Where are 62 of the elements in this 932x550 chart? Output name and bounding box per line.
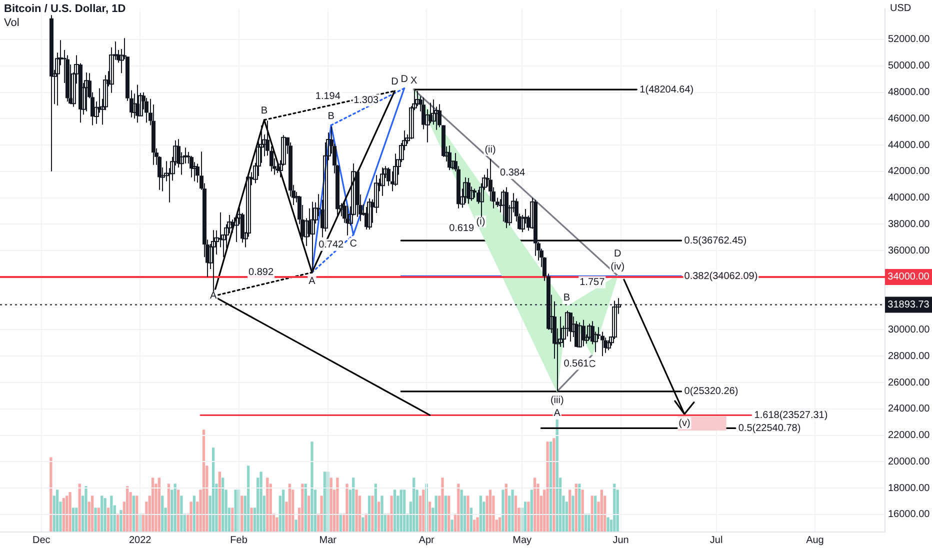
x-tick-label: Jun [612, 534, 629, 546]
annotation: 0.5(36762.45) [684, 235, 747, 246]
y-tick-label: 52000.00 [888, 34, 930, 46]
y-tick-label: 42000.00 [888, 166, 930, 178]
annotation: 0.742 [318, 240, 344, 251]
x-tick-label: May [512, 534, 532, 546]
y-tick-label: 30000.00 [888, 324, 930, 336]
y-tick-label: 28000.00 [888, 350, 930, 362]
text: Vol [4, 17, 20, 29]
y-tick-label: 48000.00 [888, 87, 930, 98]
x-tick-label: Aug [806, 534, 824, 546]
x-tick-label: Dec [32, 534, 50, 546]
annotation: 0.5(22540.78) [738, 422, 801, 434]
annotation: X [410, 75, 418, 86]
annotation: (iii) [550, 395, 564, 406]
annotation: A [210, 290, 217, 302]
annotation: (iv) [610, 261, 625, 272]
annotation: 1.303 [354, 95, 380, 106]
y-tick-label: 18000.00 [888, 482, 930, 494]
annotation: 1.194 [315, 91, 341, 102]
annotation: D [400, 74, 408, 86]
y-tick-label: 36000.00 [888, 245, 930, 256]
annotation: 0.384 [500, 168, 526, 179]
x-tick-label: Jul [710, 534, 723, 546]
annotation: 1.618(23527.31) [754, 410, 828, 421]
annotation: (ii) [484, 144, 496, 156]
x-tick-label: 2022 [128, 534, 152, 546]
annotation: C [588, 358, 596, 370]
annotation: A [308, 276, 316, 288]
annotation: C [350, 238, 357, 250]
y-tick-label: 22000.00 [888, 430, 930, 442]
y-axis-title: USD [890, 3, 912, 14]
ref-line-label: 31893.73 [888, 300, 930, 311]
annotation: 0.892 [248, 267, 274, 278]
x-tick-label: Feb [230, 534, 248, 546]
x-tick-label: Mar [319, 534, 338, 546]
annotation: 0.619 [449, 223, 475, 234]
annotation: 0.561 [564, 358, 590, 370]
annotation: B [563, 292, 570, 304]
annotation: 0.382(34062.09) [684, 270, 758, 282]
y-tick-label: 40000.00 [888, 192, 930, 204]
y-tick-label: 24000.00 [888, 404, 930, 415]
annotation: B [260, 106, 268, 117]
y-tick-label: 16000.00 [888, 509, 930, 520]
y-tick-label: 44000.00 [888, 140, 930, 151]
x-tick-label: Apr [418, 534, 436, 546]
annotation: (v) [678, 418, 690, 429]
annotation: 1(48204.64) [640, 84, 694, 96]
annotation: 1.757 [580, 277, 606, 288]
annotation: A [554, 408, 561, 420]
annotation: B [328, 110, 335, 122]
y-tick-label: 26000.00 [888, 377, 930, 388]
annotation: D [614, 248, 622, 260]
y-tick-label: 46000.00 [888, 113, 930, 124]
ref-line-label: 34000.00 [888, 272, 930, 283]
annotation: 0(25320.26) [684, 386, 738, 398]
y-tick-label: 20000.00 [888, 456, 930, 468]
annotation: (i) [476, 216, 486, 228]
annotation: D [391, 76, 398, 88]
y-tick-label: 38000.00 [888, 218, 930, 230]
chart-title: Bitcoin / U.S. Dollar, 1D [4, 3, 126, 15]
y-tick-label: 50000.00 [888, 60, 930, 72]
